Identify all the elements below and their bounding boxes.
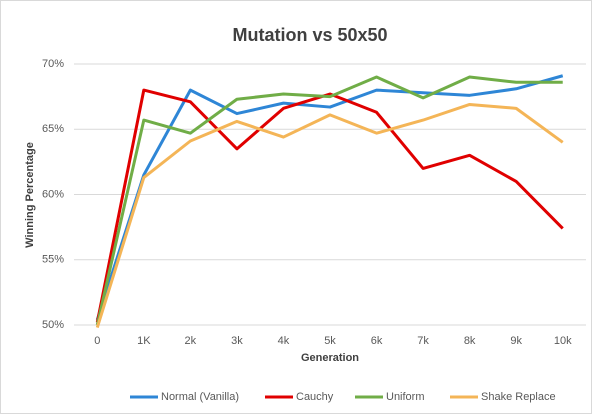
y-tick-label: 65% bbox=[42, 123, 64, 135]
legend-label: Shake Replace bbox=[481, 391, 556, 403]
chart-title: Mutation vs 50x50 bbox=[232, 25, 387, 45]
y-tick-label: 70% bbox=[42, 58, 64, 70]
x-axis-label: Generation bbox=[301, 352, 359, 364]
x-tick-label: 7k bbox=[417, 335, 429, 347]
x-tick-label: 1K bbox=[137, 335, 151, 347]
y-tick-label: 55% bbox=[42, 254, 64, 266]
x-tick-label: 2k bbox=[185, 335, 197, 347]
x-tick-label: 8k bbox=[464, 335, 476, 347]
x-tick-label: 10k bbox=[554, 335, 572, 347]
x-tick-label: 6k bbox=[371, 335, 383, 347]
x-tick-label: 4k bbox=[278, 335, 290, 347]
y-axis-label: Winning Percentage bbox=[24, 142, 36, 248]
series-line bbox=[95, 102, 564, 329]
legend-label: Cauchy bbox=[296, 391, 334, 403]
y-tick-label: 60% bbox=[42, 188, 64, 200]
x-tick-label: 0 bbox=[94, 335, 100, 347]
legend-label: Normal (Vanilla) bbox=[161, 391, 239, 403]
legend-label: Uniform bbox=[386, 391, 425, 403]
x-tick-label: 3k bbox=[231, 335, 243, 347]
series-line bbox=[95, 74, 564, 321]
y-tick-label: 50% bbox=[42, 319, 64, 331]
x-tick-label: 5k bbox=[324, 335, 336, 347]
series-line bbox=[95, 88, 564, 323]
x-tick-label: 9k bbox=[510, 335, 522, 347]
series-line bbox=[95, 75, 563, 326]
